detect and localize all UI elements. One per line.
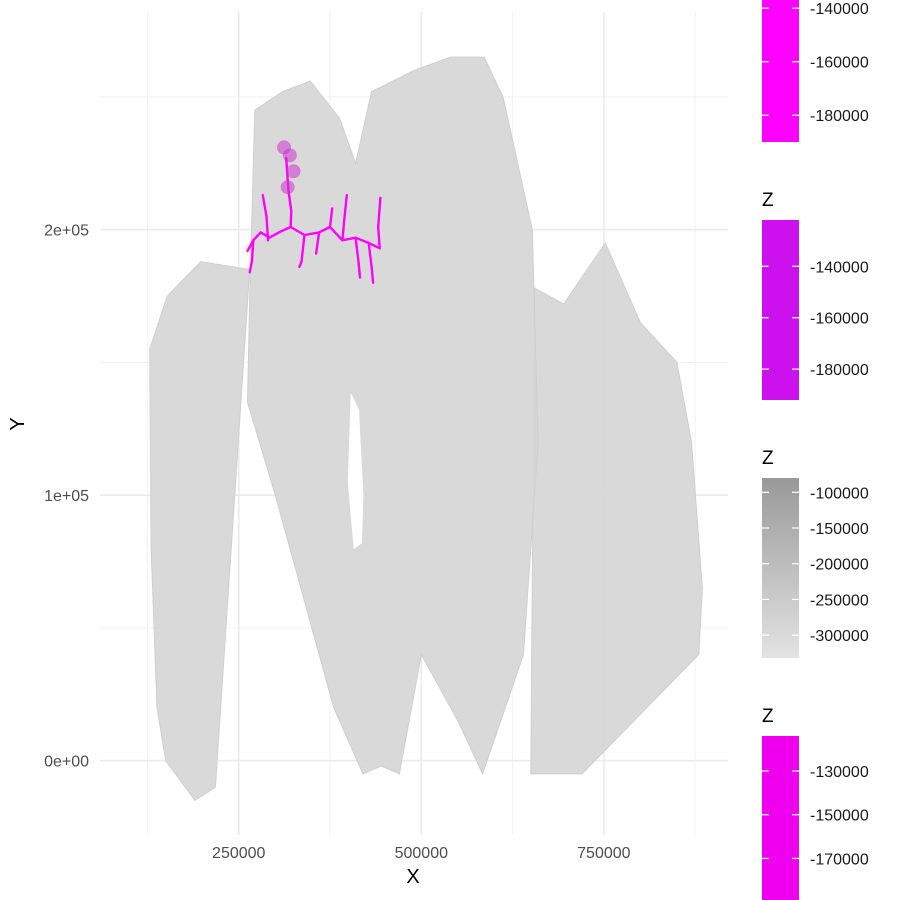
x-axis-ticks: 250000 500000 750000 xyxy=(212,845,631,862)
legend-3: Z -100000 -150000 -200000 -250000 -300000 xyxy=(762,448,869,658)
brain-mesh xyxy=(149,56,703,802)
legend-colorbar xyxy=(762,478,799,658)
y-axis-ticks: 0e+00 1e+05 2e+05 xyxy=(44,223,89,771)
legend-label: -170000 xyxy=(810,851,869,868)
legend-label: -130000 xyxy=(810,764,869,781)
y-tick-label: 2e+05 xyxy=(44,223,89,240)
soma-point xyxy=(280,180,295,195)
legend-label: -180000 xyxy=(810,362,869,379)
neuron-branch xyxy=(314,231,321,255)
legend-label: -100000 xyxy=(810,485,869,502)
mesh-right-hemisphere xyxy=(530,241,703,775)
neuron-skeleton xyxy=(246,140,382,284)
legend-label: -140000 xyxy=(810,259,869,276)
neuron-branch xyxy=(377,196,382,250)
y-axis-title: Y xyxy=(7,417,29,430)
legend-label: -250000 xyxy=(810,592,869,609)
legend-label: -300000 xyxy=(810,628,869,645)
x-tick-label: 750000 xyxy=(577,845,630,862)
y-tick-label: 0e+00 xyxy=(44,754,89,771)
soma-point xyxy=(286,164,301,179)
legend-label: -160000 xyxy=(810,311,869,328)
neuron-branch xyxy=(298,233,306,269)
mesh-left-hemisphere xyxy=(149,261,251,802)
legend-label: -180000 xyxy=(810,108,869,125)
legend-colorbar xyxy=(762,0,799,142)
legends: -140000 -160000 -180000 Z -140000 -160000 -180… xyxy=(762,0,869,900)
neuron-branch xyxy=(341,193,348,242)
legend-colorbar xyxy=(762,220,799,400)
mesh-central-hole xyxy=(347,394,364,550)
legend-colorbar xyxy=(762,736,799,900)
neuron-branch xyxy=(248,239,255,274)
neuron-branch xyxy=(367,241,375,284)
x-tick-label: 500000 xyxy=(395,845,448,862)
legend-label: -200000 xyxy=(810,557,869,574)
neuron-branch xyxy=(289,225,381,250)
mesh-central-brain xyxy=(246,56,539,776)
legend-label: -150000 xyxy=(810,521,869,538)
legend-2: Z -140000 -160000 -180000 xyxy=(762,190,869,400)
legend-title: Z xyxy=(762,448,774,469)
neuron-branch xyxy=(261,193,270,242)
soma-point xyxy=(282,148,297,163)
y-tick-label: 1e+05 xyxy=(44,488,89,505)
legend-4: Z -130000 -150000 -170000 xyxy=(762,706,869,900)
legend-1: -140000 -160000 -180000 xyxy=(762,0,869,142)
legend-label: -150000 xyxy=(810,808,869,825)
neuron-branch xyxy=(354,236,362,279)
legend-title: Z xyxy=(762,190,774,211)
neuron-branch xyxy=(328,207,334,229)
x-tick-label: 250000 xyxy=(212,845,265,862)
legend-title: Z xyxy=(762,706,774,727)
x-axis-title: X xyxy=(406,866,419,888)
legend-label: -160000 xyxy=(810,55,869,72)
legend-label: -140000 xyxy=(810,1,869,18)
